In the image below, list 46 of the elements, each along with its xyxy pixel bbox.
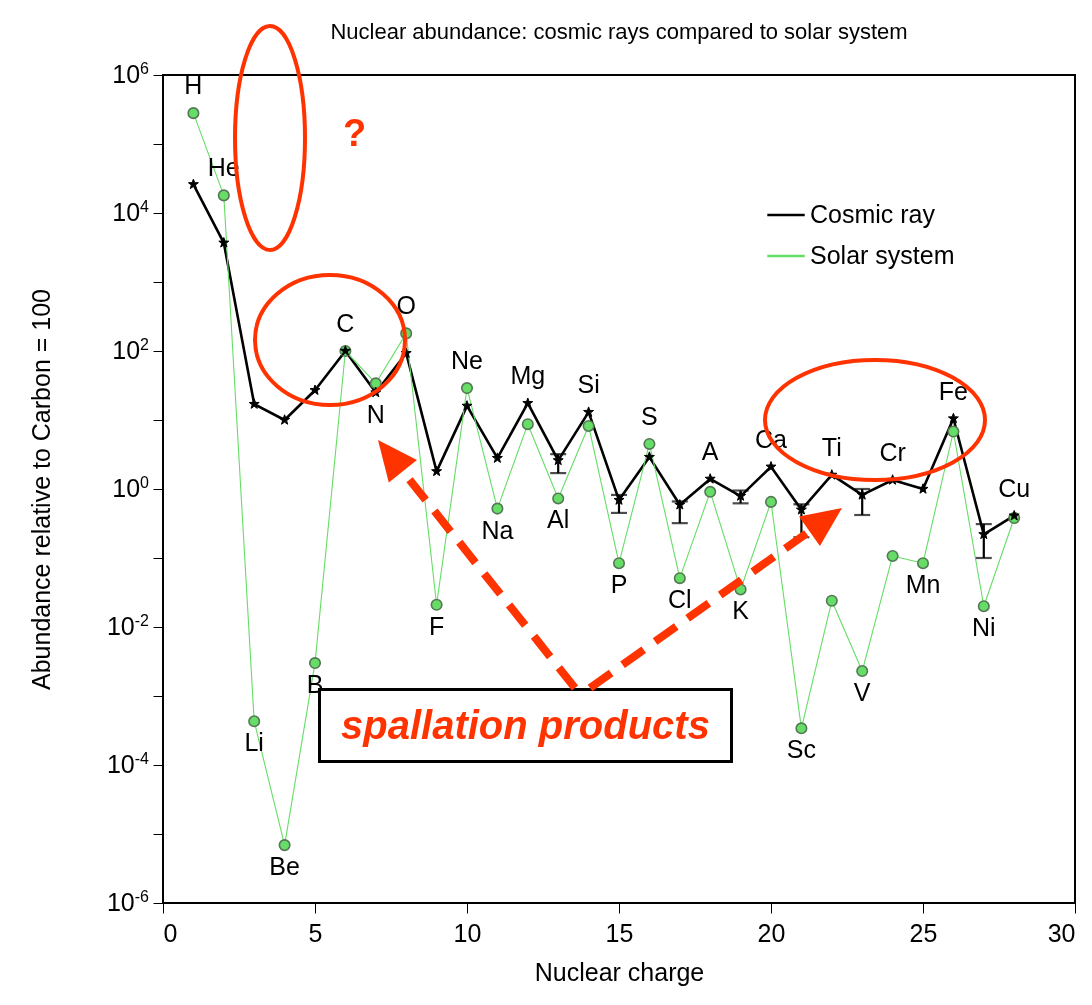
- x-tick-label: 0: [163, 918, 178, 947]
- annotation: K: [732, 596, 750, 625]
- y-tick-label: 10$^{-2}$: [105, 612, 149, 641]
- annotation: Si: [577, 370, 600, 399]
- annotation: Fe: [938, 376, 968, 405]
- annotation: Na: [481, 515, 514, 544]
- annotation: ?: [343, 112, 367, 155]
- annotation: Mg: [510, 361, 546, 390]
- annotation: Be: [269, 852, 300, 881]
- x-tick-label: 30: [1047, 918, 1076, 947]
- y-tick-label: 10$^{6}$: [111, 60, 149, 89]
- x-tick-label: 10: [453, 918, 482, 947]
- annotation: V: [853, 678, 871, 707]
- y-axis-title: Abundance relative to Carbon = 100: [27, 289, 55, 690]
- annotation: Cu: [998, 473, 1031, 502]
- x-tick-label: 25: [909, 918, 938, 947]
- chart-title: Nuclear abundance: cosmic rays compared to solar system: [330, 19, 908, 45]
- annotation: Sc: [786, 735, 816, 764]
- annotation: C: [336, 309, 355, 337]
- y-tick-label: 10$^{0}$: [111, 474, 149, 503]
- annotation: A: [701, 436, 719, 465]
- x-axis-title: Nuclear charge: [534, 957, 705, 986]
- annotation: Ne: [451, 346, 483, 375]
- y-tick-label: 10$^{2}$: [111, 336, 149, 365]
- x-tick-label: 5: [308, 918, 323, 947]
- annotation: spallation products: [341, 703, 710, 747]
- legend-label: Solar system: [810, 241, 955, 269]
- annotation: Cr: [879, 438, 906, 467]
- annotation: H: [184, 71, 203, 100]
- y-tick-label: 10$^{-4}$: [105, 750, 149, 779]
- annotation: N: [366, 399, 385, 428]
- annotation: S: [641, 401, 658, 430]
- y-tick-label: 10$^{4}$: [111, 198, 149, 227]
- annotation: F: [428, 611, 445, 640]
- annotation: Ni: [972, 613, 996, 642]
- legend-label: Cosmic ray: [810, 200, 936, 228]
- annotation: Al: [547, 505, 570, 534]
- annotation: Ti: [821, 432, 842, 461]
- annotation: Mn: [905, 570, 941, 599]
- annotation: Cl: [668, 585, 692, 614]
- y-tick-label: 10$^{-6}$: [105, 888, 149, 917]
- x-tick-label: 15: [605, 918, 634, 947]
- annotation: O: [396, 291, 416, 320]
- x-tick-label: 20: [757, 918, 786, 947]
- annotation: Li: [244, 728, 264, 757]
- annotation: P: [610, 570, 628, 599]
